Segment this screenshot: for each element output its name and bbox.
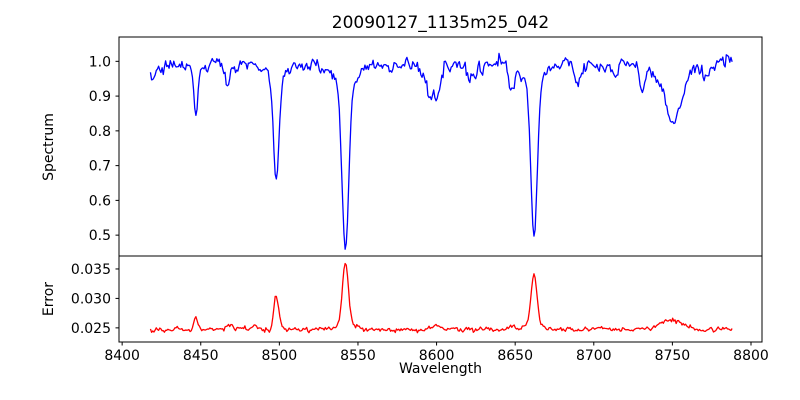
spectrum-y-tick-label: 0.8 — [89, 124, 111, 140]
spectrum-y-tick-label: 0.9 — [89, 89, 111, 105]
x-tick-label: 8700 — [576, 348, 612, 364]
error-y-tick-label: 0.035 — [71, 262, 111, 278]
error-y-tick-label: 0.030 — [71, 291, 111, 307]
x-tick-label: 8450 — [183, 348, 219, 364]
error-y-tick-label: 0.025 — [71, 321, 111, 337]
spectrum-y-tick-label: 1.0 — [89, 54, 111, 70]
x-axis-label: Wavelength — [398, 361, 483, 377]
spectrum-y-tick-label: 0.7 — [89, 159, 111, 175]
x-tick-label: 8500 — [262, 348, 298, 364]
x-tick-label: 8650 — [497, 348, 533, 364]
spectrum-panel-border — [118, 36, 763, 257]
error-panel-border — [118, 255, 763, 343]
error-line — [149, 262, 733, 334]
chart-title: 20090127_1135m25_042 — [331, 13, 550, 33]
x-tick-label: 8400 — [104, 348, 140, 364]
x-tick-label: 8550 — [340, 348, 376, 364]
x-tick-label: 8600 — [419, 348, 455, 364]
x-tick-label: 8750 — [655, 348, 691, 364]
spectrum-line — [149, 52, 733, 250]
spectrum-y-tick-label: 0.5 — [89, 228, 111, 244]
spectrum-y-tick-label: 0.6 — [89, 193, 111, 209]
x-tick-label: 8800 — [733, 348, 769, 364]
